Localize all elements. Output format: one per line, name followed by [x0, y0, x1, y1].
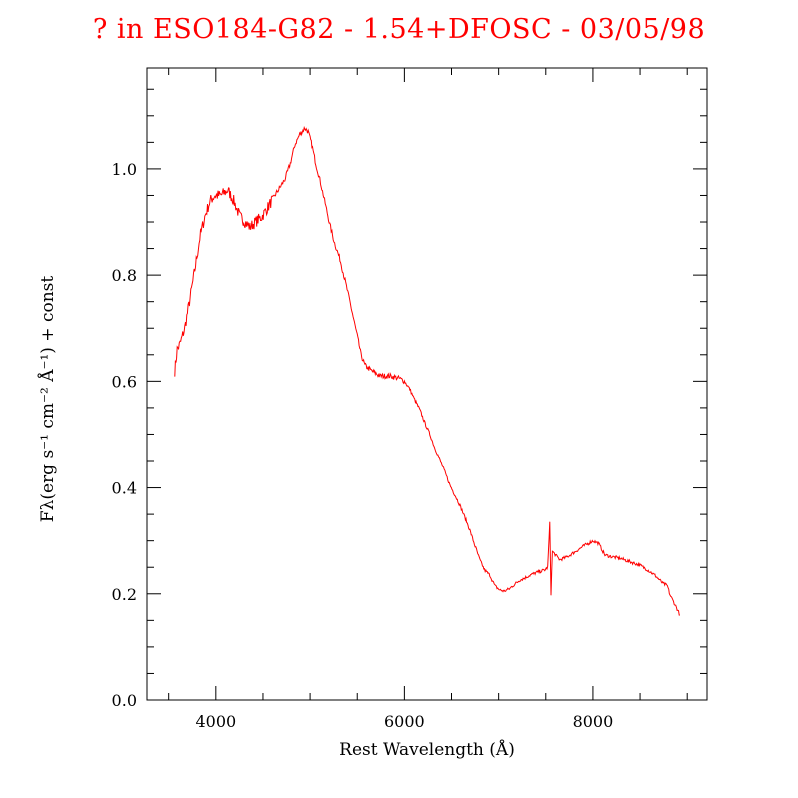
y-tick-label: 0.8	[112, 266, 137, 285]
y-tick-label: 0.4	[112, 479, 137, 498]
y-tick-label: 0.2	[112, 585, 137, 604]
plot-frame	[146, 67, 708, 701]
x-axis-label: Rest Wavelength (Å)	[339, 739, 515, 760]
chart-title: ? in ESO184-G82 - 1.54+DFOSC - 03/05/98	[92, 14, 706, 45]
y-axis-label: Fλ(erg s⁻¹ cm⁻² Å⁻¹) + const	[37, 276, 58, 523]
x-tick-label: 8000	[573, 712, 614, 731]
x-tick-label: 6000	[384, 712, 425, 731]
spectrum-line	[174, 125, 680, 616]
y-tick-label: 1.0	[112, 160, 137, 179]
y-tick-label: 0.0	[112, 691, 137, 710]
y-tick-label: 0.6	[112, 372, 137, 391]
x-tick-label: 4000	[195, 712, 236, 731]
